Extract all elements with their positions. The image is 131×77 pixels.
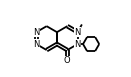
Text: N: N bbox=[74, 28, 81, 37]
Text: O: O bbox=[64, 56, 71, 65]
Text: N: N bbox=[74, 40, 81, 49]
Text: N: N bbox=[33, 40, 39, 49]
Text: N: N bbox=[33, 28, 39, 37]
